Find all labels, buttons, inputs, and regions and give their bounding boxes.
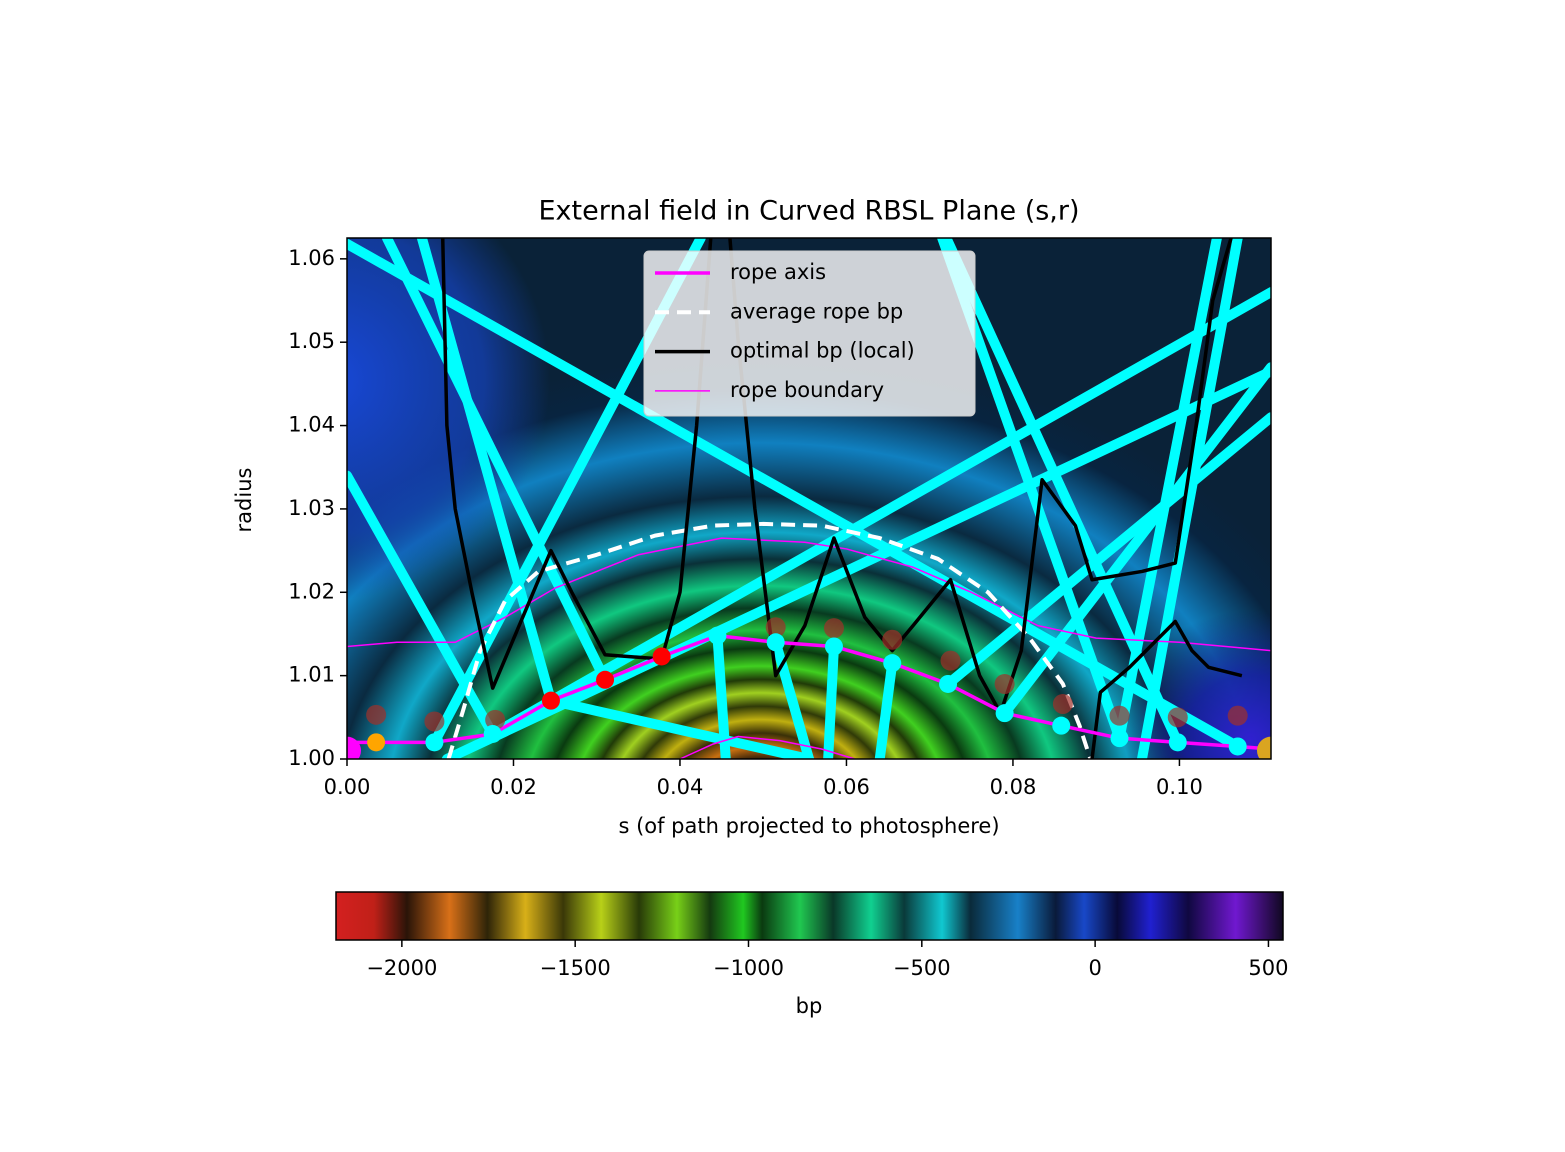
marker (1257, 736, 1271, 759)
marker (1228, 737, 1247, 756)
marker (347, 736, 361, 759)
marker (1052, 716, 1071, 735)
x-axis-label: s (of path projected to photosphere) (618, 814, 999, 838)
y-tick-label: 1.03 (288, 496, 335, 520)
marker (1052, 693, 1073, 714)
marker (883, 654, 902, 673)
chart-title: External field in Curved RBSL Plane (s,r… (538, 196, 1079, 227)
marker (596, 670, 615, 689)
marker (765, 617, 786, 638)
field-line (545, 695, 814, 759)
colorbar-tick-label: −1500 (540, 956, 611, 980)
y-axis-label: radius (232, 468, 256, 533)
series-line (1090, 619, 1243, 759)
legend (643, 250, 976, 417)
field-line (823, 641, 839, 759)
marker (424, 711, 445, 732)
colorbar-tick-label: 500 (1248, 956, 1288, 980)
colorbar (335, 891, 1284, 941)
colorbar-tick-label: −500 (893, 956, 951, 980)
series-line (446, 521, 1093, 759)
y-tick-label: 1.00 (288, 746, 335, 770)
marker (939, 674, 958, 693)
marker (1110, 729, 1129, 748)
colorbar-tick-label: 0 (1088, 956, 1101, 980)
colorbar-label: bp (796, 994, 823, 1018)
field-line (487, 287, 1271, 739)
colorbar-tick-label: −2000 (366, 956, 437, 980)
y-tick-label: 1.02 (288, 579, 335, 603)
x-tick-label: 0.02 (490, 775, 537, 799)
y-tick-label: 1.04 (288, 413, 335, 437)
marker (425, 733, 444, 752)
field-line (1114, 238, 1222, 744)
x-tick-label: 0.10 (1156, 775, 1203, 799)
marker (367, 733, 386, 752)
marker (995, 704, 1014, 723)
y-tick-label: 1.05 (288, 329, 335, 353)
marker (1168, 733, 1187, 752)
marker (824, 637, 843, 656)
y-tick-label: 1.01 (288, 663, 335, 687)
marker (882, 629, 903, 650)
legend-label: rope boundary (730, 378, 884, 402)
field-line (1136, 238, 1243, 759)
legend-label: optimal bp (local) (730, 339, 915, 363)
legend-label: average rope bp (730, 299, 903, 323)
axes: 0.00 0.02 0.04 0.06 0.08 0.10 1.00 1.01 1.02 1.03… (288, 246, 1203, 799)
marker (483, 724, 502, 743)
legend-label: rope axis (730, 260, 826, 284)
series-line (728, 238, 1233, 715)
series-line (347, 537, 1271, 652)
colorbar-axis: −2000 −1500 −1000 −500 0 500 (366, 940, 1288, 980)
y-tick-label: 1.06 (288, 246, 335, 270)
x-tick-label: 0.00 (324, 775, 371, 799)
marker (485, 709, 506, 730)
x-tick-label: 0.06 (823, 775, 870, 799)
marker (994, 673, 1015, 694)
field-line (943, 412, 1271, 689)
marker (1109, 705, 1130, 726)
field-line (874, 658, 898, 759)
marker (823, 618, 844, 639)
field-line (441, 366, 1271, 759)
series-line (679, 735, 855, 759)
marker (708, 626, 727, 645)
series-line (347, 633, 1271, 751)
colorbar-tick-label: −1000 (713, 956, 784, 980)
marker (366, 704, 387, 725)
field-line (999, 362, 1271, 719)
marker (652, 647, 671, 666)
series-line (440, 238, 713, 690)
field-line (381, 238, 611, 685)
marker (940, 650, 961, 671)
marker (766, 633, 785, 652)
legend-entries: rope axis average rope bp optimal bp (loca… (655, 260, 915, 402)
marker (541, 691, 560, 710)
x-tick-label: 0.08 (990, 775, 1037, 799)
field-line (770, 637, 814, 759)
marker (1227, 705, 1248, 726)
axes-frame (346, 237, 1272, 760)
x-tick-label: 0.04 (657, 775, 704, 799)
marker (1167, 707, 1188, 728)
